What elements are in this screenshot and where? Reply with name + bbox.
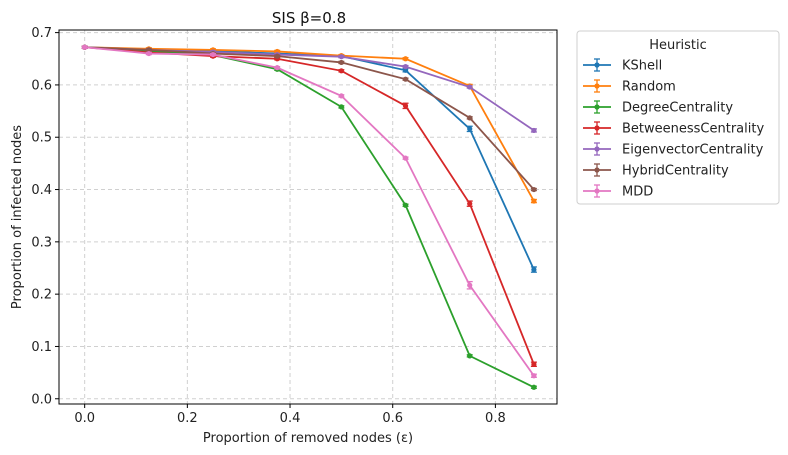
legend: Heuristic KShell Random DegreeCentrality Be… — [576, 30, 780, 205]
data-point — [82, 44, 88, 50]
y-tick-label: 0.0 — [31, 392, 52, 407]
data-point — [338, 68, 344, 74]
legend-items: KShell Random DegreeCentrality BetweenessCe… — [583, 58, 764, 200]
data-point — [467, 201, 473, 207]
plot-series — [81, 44, 537, 390]
legend-label: MDD — [622, 185, 653, 200]
chart-title: SIS β=0.8 — [272, 9, 346, 27]
data-point — [402, 56, 409, 62]
legend-label: DegreeCentrality — [622, 101, 733, 116]
data-point — [146, 50, 152, 57]
data-point — [531, 198, 537, 204]
series-hybridcentrality — [81, 44, 537, 193]
data-point — [338, 93, 344, 99]
series-line — [84, 46, 535, 365]
series-line — [84, 46, 535, 270]
x-axis-label: Proportion of removed nodes (ε) — [203, 431, 413, 446]
legend-label: HybridCentrality — [622, 164, 729, 179]
legend-item-degreecentrality: DegreeCentrality — [583, 100, 733, 116]
y-tick-label: 0.4 — [31, 183, 52, 198]
legend-swatch-marker — [594, 62, 600, 68]
legend-item-kshell: KShell — [583, 58, 662, 74]
legend-swatch-marker — [594, 167, 600, 173]
legend-swatch-marker — [594, 104, 600, 110]
data-point — [146, 47, 152, 53]
data-point — [402, 202, 409, 208]
data-point — [338, 59, 344, 66]
data-point — [274, 65, 280, 71]
y-axis-label: Proportion of infected nodes — [10, 125, 25, 309]
data-point — [274, 53, 280, 59]
data-point — [467, 126, 473, 132]
x-tick-label: 0.4 — [280, 411, 301, 426]
plot-area — [58, 29, 558, 405]
data-point — [467, 84, 473, 90]
y-tick-label: 0.5 — [31, 131, 52, 146]
data-point — [210, 51, 216, 58]
data-point — [531, 384, 537, 390]
legend-swatch-marker — [594, 125, 600, 131]
legend-swatch-marker — [594, 146, 600, 152]
data-point — [531, 127, 537, 134]
legend-item-random: Random — [583, 79, 676, 95]
series-kshell — [81, 44, 537, 273]
series-line — [84, 46, 535, 191]
data-point — [402, 76, 409, 82]
axis-ticks: 0.0 0.2 0.4 0.6 0.8 0.0 0.1 0.2 0.3 0.4 0.5 0.6 0.7 — [31, 26, 505, 426]
data-point — [531, 186, 537, 193]
legend-item-eigenvectorcentrality: EigenvectorCentrality — [583, 142, 764, 158]
legend-label: BetweenessCentrality — [622, 122, 764, 137]
legend-label: KShell — [622, 59, 662, 74]
series-line — [84, 46, 535, 202]
legend-item-hybridcentrality: HybridCentrality — [583, 163, 729, 179]
series-line — [84, 46, 535, 389]
data-point — [531, 373, 537, 379]
y-tick-label: 0.3 — [31, 235, 52, 250]
data-point — [467, 115, 473, 121]
data-point — [338, 104, 344, 110]
data-point — [402, 67, 409, 73]
x-tick-label: 0.2 — [177, 411, 198, 426]
data-point — [467, 282, 473, 288]
x-tick-label: 0.8 — [485, 411, 506, 426]
y-tick-label: 0.7 — [31, 26, 52, 41]
legend-frame — [576, 30, 780, 205]
y-tick-label: 0.6 — [31, 78, 52, 93]
legend-swatch-marker — [594, 83, 600, 89]
legend-title: Heuristic — [649, 38, 707, 53]
legend-item-betweenesscentrality: BetweenessCentrality — [583, 121, 764, 137]
x-tick-label: 0.0 — [74, 411, 95, 426]
data-point — [402, 103, 409, 109]
y-tick-label: 0.1 — [31, 340, 52, 355]
series-mdd — [81, 44, 537, 379]
data-point — [531, 266, 537, 273]
data-point — [467, 353, 473, 359]
legend-label: EigenvectorCentrality — [622, 143, 764, 158]
data-point — [402, 155, 409, 161]
data-point — [531, 361, 537, 367]
series-degreecentrality — [81, 44, 537, 390]
grid-lines — [59, 30, 557, 404]
series-betweenesscentrality — [81, 44, 537, 367]
data-point — [338, 54, 344, 60]
legend-swatch-marker — [594, 188, 600, 194]
data-point — [402, 64, 409, 70]
series-line — [84, 46, 535, 377]
y-tick-label: 0.2 — [31, 288, 52, 303]
legend-item-mdd: MDD — [583, 184, 653, 200]
series-random — [81, 44, 537, 204]
x-tick-label: 0.6 — [382, 411, 403, 426]
legend-label: Random — [622, 80, 676, 95]
